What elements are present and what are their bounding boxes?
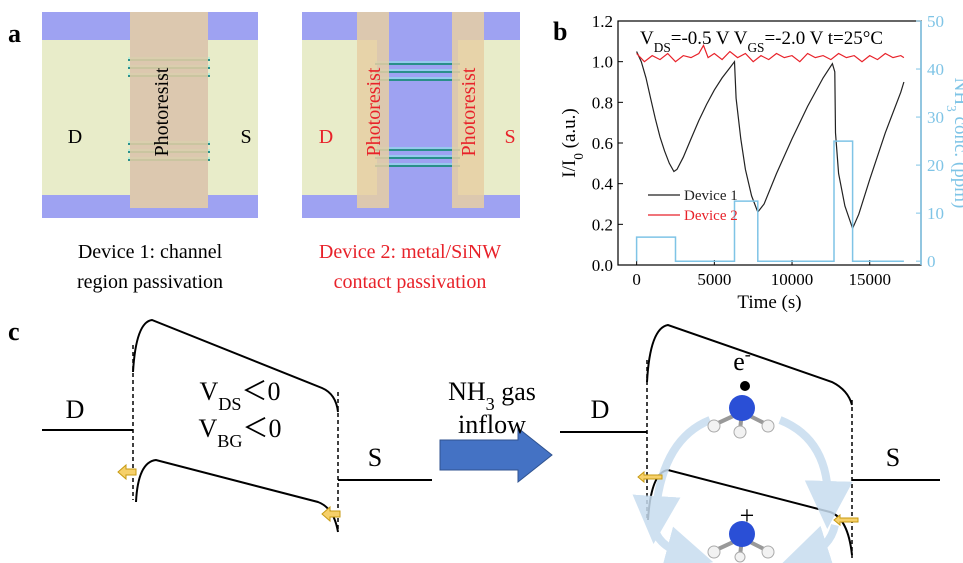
text-part: GS <box>747 40 764 55</box>
y-tick-label: 0.8 <box>592 93 613 112</box>
x-tick-label: 5000 <box>697 270 731 289</box>
caption-line: Device 2: metal/SiNW <box>319 241 501 263</box>
device2-diagram: D S Photoresist Photoresist Device 2: me… <box>302 12 520 293</box>
y-tick-label: 0.4 <box>592 175 614 194</box>
text-part: - <box>745 344 751 364</box>
text-part: I/I <box>559 160 580 178</box>
y2-tick-label: 30 <box>927 108 944 127</box>
inflow-label: inflow <box>458 410 526 439</box>
caption-line: contact passivation <box>334 271 487 293</box>
panel-label: a <box>8 19 21 48</box>
text-part: ＜0 <box>242 377 281 406</box>
panel-label: c <box>8 317 20 346</box>
text-part: V <box>198 414 217 443</box>
legend-label: Device 2 <box>684 208 738 224</box>
legend-label: Device 1 <box>684 188 738 204</box>
y2-tick-label: 40 <box>927 60 944 79</box>
y2-tick-label: 50 <box>927 12 944 31</box>
y2-tick-label: 10 <box>927 204 944 223</box>
figure: a b c D S Photoresist Device 1: channel … <box>0 0 963 563</box>
text-part: =-0.5 V V <box>671 28 748 49</box>
text-part: gas <box>495 377 536 406</box>
vbg-label: VBG＜0 <box>198 414 281 451</box>
y-tick-label: 0.2 <box>592 215 613 234</box>
y-axis-label: I/I0 (a.u.) <box>559 108 586 177</box>
data-line <box>637 141 904 261</box>
device1-diagram: D S Photoresist Device 1: channel region… <box>42 12 258 293</box>
y-tick-label: 1.0 <box>592 53 613 72</box>
y2-axis-label: NH3 conc. (ppm) <box>945 78 963 209</box>
source-label: S <box>504 126 515 148</box>
hole-arrow <box>118 465 340 521</box>
text-part: DS <box>218 394 241 414</box>
text-part: (a.u.) <box>559 108 580 153</box>
text-part: BG <box>217 431 242 451</box>
text-part: V <box>199 377 218 406</box>
photoresist-label: Photoresist <box>151 67 173 156</box>
x-axis-label: Time (s) <box>737 292 801 313</box>
band-diagram-left <box>42 320 432 532</box>
x-tick-label: 15000 <box>848 270 891 289</box>
vds-label: VDS＜0 <box>199 377 280 414</box>
photoresist-label: Photoresist <box>363 67 385 156</box>
hole-label: + <box>740 501 755 530</box>
nh3-molecule <box>708 381 774 438</box>
text-part: NH <box>950 78 963 106</box>
source-label: S <box>886 443 900 472</box>
caption-line: Device 1: channel <box>78 241 223 263</box>
text-part: ＜0 <box>243 414 282 443</box>
source-label: S <box>240 126 251 148</box>
text-part: V <box>640 28 654 49</box>
annotation: VDS=-0.5 V VGS=-2.0 V t=25°C <box>640 28 883 55</box>
y-tick-label: 1.2 <box>592 12 613 31</box>
electron-label: e- <box>733 344 751 376</box>
text-part: NH <box>448 377 486 406</box>
caption-line: region passivation <box>77 271 223 293</box>
x-tick-label: 10000 <box>771 270 814 289</box>
drain-label: D <box>591 395 610 424</box>
y-tick-label: 0.0 <box>592 256 613 275</box>
source-label: S <box>368 443 382 472</box>
drain-label: D <box>319 126 333 148</box>
panel-label: b <box>553 17 567 46</box>
y-tick-label: 0.6 <box>592 134 613 153</box>
text-part: =-2.0 V t=25°C <box>764 28 883 49</box>
inflow-label: NH3 gas <box>448 377 536 414</box>
drain-label: D <box>66 395 85 424</box>
text-part: e <box>733 347 745 376</box>
data-line <box>637 52 904 229</box>
x-tick-label: 0 <box>632 270 641 289</box>
text-part: conc. (ppm) <box>950 112 963 209</box>
y2-tick-label: 0 <box>927 252 936 271</box>
text-part: DS <box>654 40 671 55</box>
chart: 0.0 0.2 0.4 0.6 0.8 1.0 1.2 0 10 20 30 40 50 0 5000 100… <box>559 12 963 313</box>
photoresist-label: Photoresist <box>458 67 480 156</box>
drain-label: D <box>68 126 82 148</box>
y2-tick-label: 20 <box>927 156 944 175</box>
